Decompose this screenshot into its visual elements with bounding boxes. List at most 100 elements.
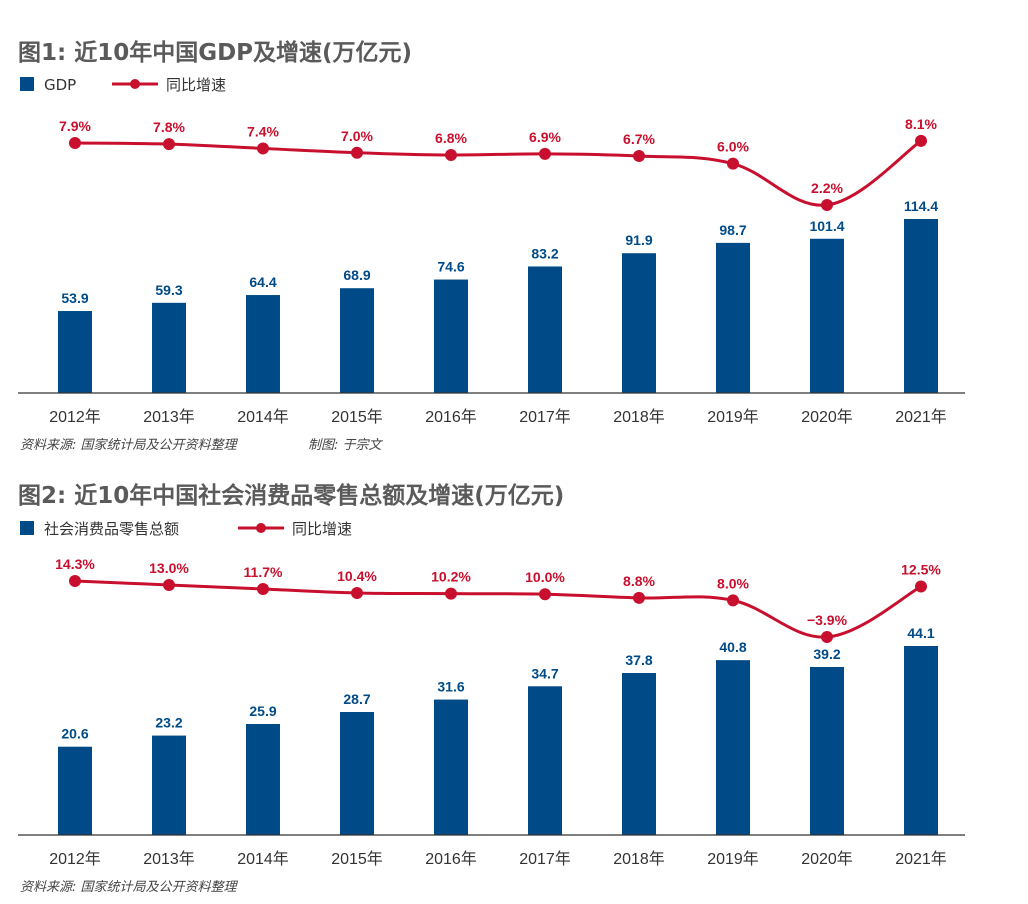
- growth-value-label: 2.2%: [811, 180, 843, 196]
- bar: [904, 219, 938, 393]
- bar: [904, 646, 938, 835]
- chart-2-source: 资料来源: 国家统计局及公开资料整理: [20, 879, 239, 895]
- legend-label-bar: GDP: [44, 76, 76, 94]
- growth-value-label: 6.7%: [623, 131, 655, 147]
- growth-value-label: 8.0%: [717, 575, 749, 591]
- growth-value-label: 10.0%: [525, 569, 565, 585]
- bar: [152, 302, 186, 393]
- chart-2: 图2: 近10年中国社会消费品零售总额及增速(万亿元) 社会消费品零售总额 同比…: [18, 482, 965, 895]
- bar: [810, 238, 844, 393]
- bar: [340, 288, 374, 393]
- growth-value-label: 6.8%: [435, 130, 467, 146]
- growth-point: [727, 157, 739, 170]
- x-tick-label: 2019年: [707, 408, 759, 426]
- x-tick-label: 2017年: [519, 408, 571, 426]
- bar-value-label: 68.9: [343, 267, 370, 283]
- bar-value-label: 23.2: [155, 715, 182, 731]
- legend-label-line: 同比增速: [166, 76, 226, 94]
- chart-2-legend: 社会消费品零售总额 同比增速: [20, 520, 352, 538]
- chart-2-title: 图2: 近10年中国社会消费品零售总额及增速(万亿元): [18, 482, 564, 509]
- chart-1-credit: 制图: 于宗文: [308, 437, 384, 453]
- x-tick-label: 2018年: [613, 408, 665, 426]
- legend-label-line: 同比增速: [292, 520, 352, 538]
- growth-point: [69, 137, 81, 149]
- growth-value-label: 7.4%: [247, 123, 279, 139]
- x-tick-label: 2017年: [519, 850, 571, 868]
- x-tick-label: 2013年: [143, 408, 195, 426]
- legend-marker-icon: [130, 79, 140, 89]
- growth-point: [163, 138, 175, 151]
- growth-point: [445, 587, 457, 600]
- growth-point: [351, 146, 363, 159]
- bar-value-label: 98.7: [719, 222, 746, 238]
- growth-value-label: 8.8%: [623, 573, 655, 589]
- growth-value-label: 7.9%: [59, 118, 91, 134]
- bar-value-label: 59.3: [155, 282, 182, 298]
- growth-value-label: 7.8%: [153, 119, 185, 135]
- bar: [716, 660, 750, 835]
- growth-point: [351, 587, 363, 599]
- x-tick-label: 2012年: [49, 850, 101, 868]
- x-tick-label: 2020年: [801, 850, 853, 868]
- growth-value-label: 10.4%: [337, 568, 377, 584]
- growth-value-label: 12.5%: [901, 562, 941, 578]
- x-tick-label: 2016年: [425, 408, 477, 426]
- growth-value-label: 13.0%: [149, 560, 189, 576]
- growth-point: [915, 134, 927, 147]
- bar: [528, 266, 562, 393]
- growth-value-label: 6.0%: [717, 139, 749, 155]
- growth-line: [74, 579, 922, 639]
- chart-1-source: 资料来源: 国家统计局及公开资料整理: [20, 437, 239, 453]
- bar-value-label: 53.9: [61, 290, 88, 306]
- bar-value-label: 91.9: [625, 232, 652, 248]
- bar: [622, 673, 656, 835]
- bar-value-label: 34.7: [531, 665, 558, 681]
- bar-value-label: 74.6: [437, 259, 464, 275]
- growth-point: [69, 575, 81, 587]
- bar: [340, 712, 374, 835]
- growth-value-label: 7.0%: [341, 128, 373, 144]
- growth-point: [539, 588, 551, 601]
- bar-value-label: 114.4: [904, 198, 938, 214]
- x-tick-label: 2013年: [143, 850, 195, 868]
- bar: [622, 253, 656, 393]
- legend-label-bar: 社会消费品零售总额: [44, 520, 179, 538]
- x-tick-label: 2014年: [237, 408, 289, 426]
- growth-point: [163, 579, 175, 591]
- legend-marker-icon: [256, 523, 266, 533]
- growth-point: [727, 594, 739, 607]
- x-tick-label: 2018年: [613, 850, 665, 868]
- bar: [152, 735, 186, 835]
- bar: [434, 279, 468, 393]
- growth-line: [74, 139, 922, 207]
- growth-point: [633, 591, 645, 604]
- growth-point: [257, 142, 269, 155]
- growth-value-label: 8.1%: [905, 116, 937, 132]
- growth-point: [915, 580, 927, 593]
- bar-value-label: 83.2: [531, 245, 558, 261]
- bar-value-label: 25.9: [249, 703, 276, 719]
- bar: [528, 686, 562, 835]
- growth-point: [821, 199, 833, 211]
- bar-value-label: 28.7: [343, 691, 370, 707]
- bar: [246, 724, 280, 835]
- growth-point: [445, 148, 457, 161]
- chart-1-title: 图1: 近10年中国GDP及增速(万亿元): [18, 39, 412, 66]
- growth-value-label: 6.9%: [529, 129, 561, 145]
- growth-value-label: 10.2%: [431, 569, 471, 585]
- chart-2-plot: 20.6 23.2 25.9 28.7 31.6 34.7 37.8 40.8 39.2 44.1…: [18, 556, 965, 868]
- bar-value-label: 31.6: [437, 679, 464, 695]
- x-tick-label: 2016年: [425, 850, 477, 868]
- x-tick-label: 2015年: [331, 850, 383, 868]
- growth-point: [257, 583, 269, 595]
- bar-value-label: 101.4: [809, 218, 844, 234]
- chart-1-plot: 53.9 59.3 64.4 68.9 74.6 83.2 91.9 98.7 101.4 114…: [18, 116, 965, 426]
- chart-1: 图1: 近10年中国GDP及增速(万亿元) GDP 同比增速 53.9 59.3 6…: [18, 39, 965, 453]
- bar-value-label: 39.2: [813, 646, 840, 662]
- x-tick-label: 2014年: [237, 850, 289, 868]
- x-tick-label: 2021年: [895, 850, 947, 868]
- bar: [246, 295, 280, 393]
- bar-value-label: 64.4: [249, 274, 276, 290]
- growth-value-label: 11.7%: [244, 564, 283, 580]
